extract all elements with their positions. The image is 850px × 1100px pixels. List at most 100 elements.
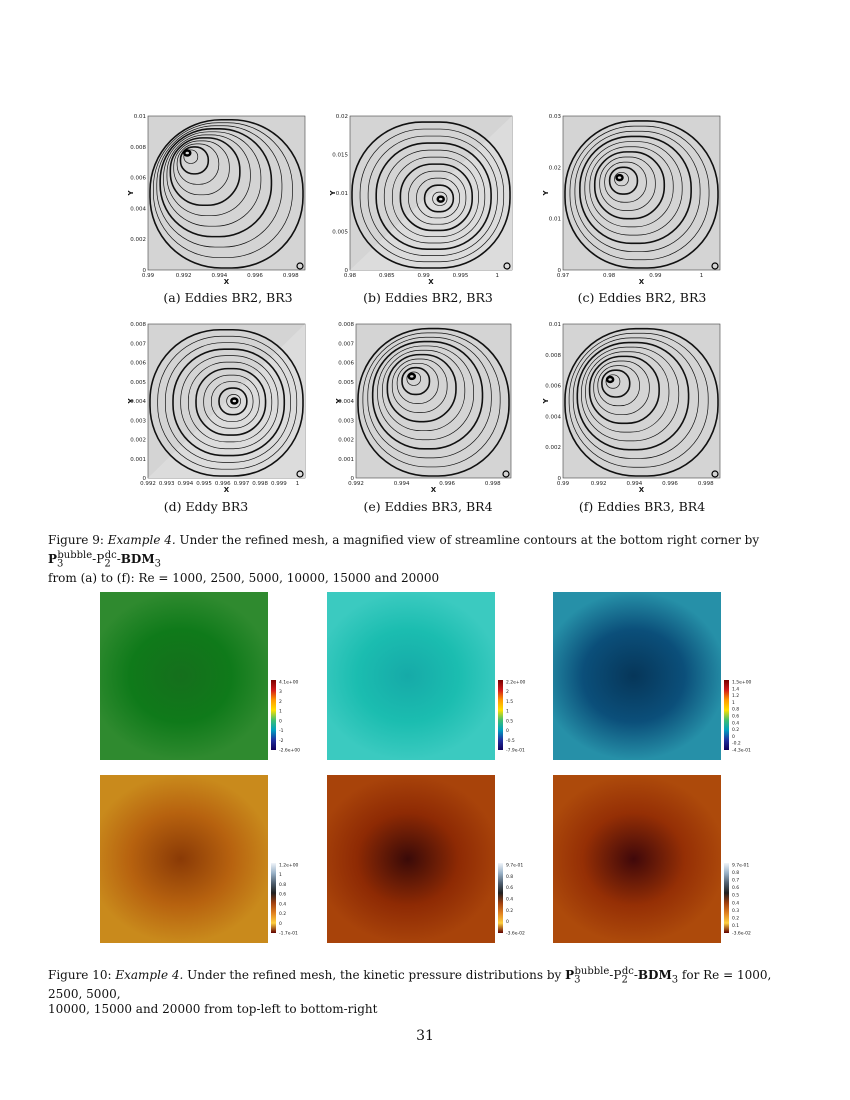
- colorbar-tick-label: 0.4: [732, 720, 739, 726]
- streamline-plot-d: 0.992 0.993 0.994 0.995 0.996 0.997 0.998 0.999…: [127, 318, 315, 496]
- colorbar-tick-label: -1.7e-01: [279, 931, 298, 937]
- streamline: [386, 353, 457, 423]
- streamline-plot-a: 0.99 0.992 0.994 0.996 0.998 0.01 0.008 0.006 0.…: [127, 110, 315, 288]
- x-tick-label: 0.995: [453, 273, 469, 279]
- plot-background: [355, 323, 512, 479]
- colorbar-tick-label: 0: [279, 921, 282, 927]
- x-tick-label: 0.985: [379, 273, 395, 279]
- streamline: [149, 118, 304, 269]
- x-tick-label: 0.992: [591, 481, 607, 487]
- streamline: [195, 367, 267, 436]
- streamline-svg-a: 0.99 0.992 0.994 0.996 0.998 0.01 0.008 0.006 0.…: [127, 114, 306, 286]
- streamline: [589, 146, 674, 228]
- streamline: [564, 327, 719, 477]
- y-tick-label: 0.006: [338, 361, 354, 367]
- y-tick-label: 0.01: [336, 191, 348, 197]
- colorbar-re5000: 1.5e+00 1.4 1.2 1 0.8 0.6 0.4 0.2 0 -0.2 -4.3e-01: [724, 676, 768, 760]
- streamline: [406, 371, 421, 386]
- colorbar-tick-label: 1.5e+00: [732, 680, 752, 686]
- plot-background: [562, 323, 721, 479]
- streamline: [172, 348, 286, 457]
- streamline-plot-c: 0.97 0.98 0.99 1 0.03 0.02 0.01 0 X Y: [542, 110, 730, 288]
- y-tick-label: 0.02: [549, 165, 561, 171]
- x-tick-label: 0.99: [649, 273, 662, 279]
- x-tick-label: 1: [700, 273, 704, 279]
- streamline: [357, 327, 510, 477]
- streamline: [408, 170, 467, 225]
- streamline: [164, 342, 291, 463]
- streamline: [169, 137, 241, 207]
- streamline: [183, 149, 199, 164]
- corner-eddy: [711, 470, 719, 478]
- corner-eddy: [502, 470, 510, 478]
- subfigure-caption-b: (b) Eddies BR2, BR3: [363, 290, 493, 305]
- y-axis-label: Y: [127, 398, 135, 405]
- figure-9-caption: Figure 9: Example 4. Under the refined m…: [48, 533, 760, 586]
- colorbar-tick-label: 1.5: [506, 699, 513, 705]
- y-tick-label: 0.002: [130, 438, 146, 444]
- plot-background: [147, 115, 306, 271]
- streamline: [153, 122, 293, 258]
- colorbar-tick-label: 0.4: [506, 897, 513, 903]
- streamline: [581, 346, 680, 442]
- streamline-svg-f: 0.99 0.992 0.994 0.996 0.998 0.01 0.008 0.006 0.…: [542, 322, 721, 494]
- streamline: [585, 351, 670, 433]
- y-tick-label: 0.003: [338, 418, 354, 424]
- colorbar-re20000: 9.7e-01 0.8 0.7 0.6 0.5 0.4 0.3 0.2 0.1 -3.6e-02: [724, 859, 768, 943]
- colorbar-tick-label: 0.6: [732, 885, 739, 891]
- pressure-map-re2500: [327, 592, 495, 760]
- colorbar-gradient: [271, 680, 276, 750]
- x-axis-label: X: [224, 486, 230, 494]
- x-tick-label: 0.993: [159, 481, 175, 487]
- corner-eddy: [296, 470, 304, 478]
- colorbar-tick-label: -0.2: [732, 741, 741, 747]
- y-tick-label: 0.005: [130, 380, 146, 386]
- colorbar-tick-label: 0: [732, 734, 735, 740]
- streamline: [367, 135, 498, 256]
- y-tick-label: 0.001: [338, 457, 354, 463]
- colorbar-tick-label: 0.8: [506, 874, 513, 880]
- colorbar-tick-label: 0.3: [732, 908, 739, 914]
- streamline-svg-b: 0.98 0.985 0.99 0.995 1 0.02 0.015 0.01 0.005 0 X Y: [329, 114, 513, 286]
- x-tick-label: 0.998: [698, 481, 714, 487]
- y-axis-label: Y: [542, 398, 550, 405]
- colorbar-gradient: [724, 680, 729, 750]
- x-tick-label: 0.996: [662, 481, 678, 487]
- colorbar-re2500: 2.2e+00 2 1.5 1 0.5 0 -0.5 -7.9e-01: [498, 676, 542, 760]
- x-tick-label: 0.97: [557, 273, 570, 279]
- colorbar-tick-label: 1: [279, 872, 282, 878]
- streamline: [226, 394, 241, 409]
- vortex-core: [615, 173, 624, 182]
- colorbar-tick-label: 0.5: [732, 893, 739, 899]
- pressure-map-re15000: [327, 775, 495, 943]
- streamline: [179, 146, 210, 175]
- streamline: [416, 177, 460, 219]
- y-tick-label: 0.02: [336, 114, 348, 120]
- x-tick-label: 0.996: [247, 273, 263, 279]
- x-axis-label: X: [431, 486, 437, 494]
- colorbar-tick-label: -1: [279, 728, 284, 734]
- y-tick-label: 0.005: [332, 230, 348, 236]
- x-tick-label: 0.998: [252, 481, 268, 487]
- colorbar-gradient: [498, 680, 503, 750]
- streamline: [432, 191, 448, 206]
- y-tick-label: 0.006: [130, 176, 146, 182]
- streamline: [605, 374, 621, 389]
- y-tick-label: 0.03: [549, 114, 562, 120]
- streamline: [568, 332, 709, 468]
- x-tick-label: 0.995: [196, 481, 212, 487]
- colorbar-gradient: [498, 863, 503, 933]
- colorbar-tick-label: -4.3e-01: [732, 748, 751, 754]
- streamline: [176, 143, 220, 185]
- streamline: [608, 166, 639, 195]
- streamline: [159, 128, 273, 238]
- colorbar-tick-label: -7.9e-01: [506, 748, 525, 754]
- streamline: [180, 355, 279, 450]
- x-tick-label: 0.999: [271, 481, 287, 487]
- streamline-plot-b: 0.98 0.985 0.99 0.995 1 0.02 0.015 0.01 0.005 0 X Y: [329, 110, 522, 288]
- streamline: [588, 355, 660, 425]
- x-tick-label: 0.992: [348, 481, 364, 487]
- streamline: [572, 337, 699, 459]
- streamline: [391, 358, 448, 413]
- colorbar-tick-label: 0.2: [279, 911, 286, 917]
